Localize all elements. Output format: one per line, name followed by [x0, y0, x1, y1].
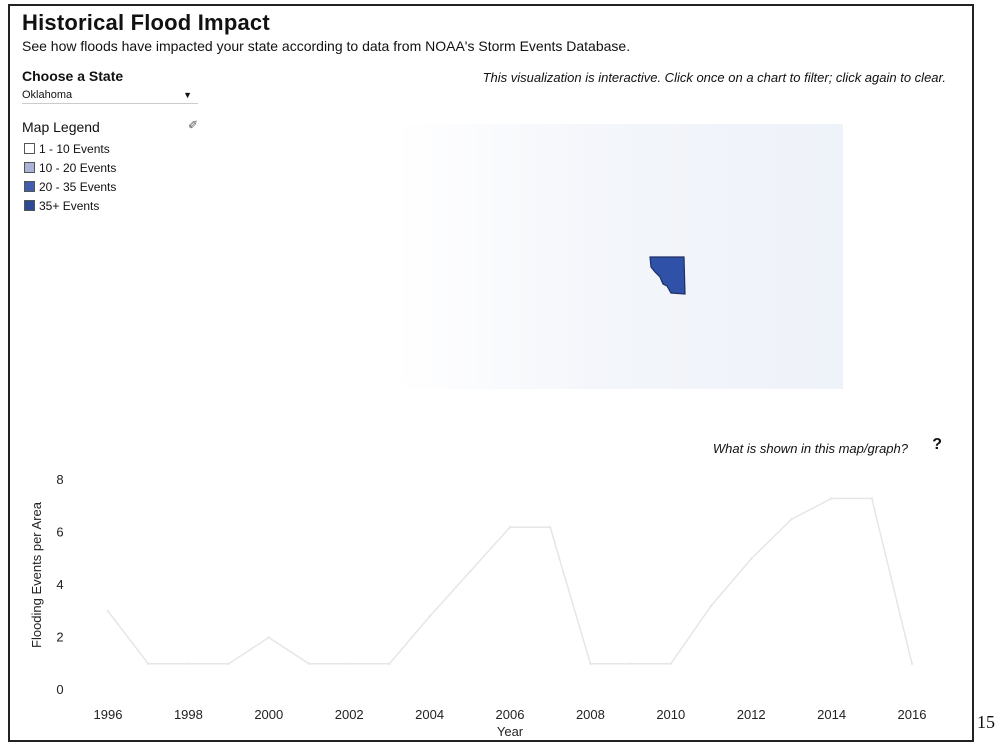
- data-point: [790, 518, 793, 521]
- legend-swatch: [24, 162, 35, 173]
- state-map[interactable]: [395, 124, 843, 389]
- data-point: [348, 662, 351, 665]
- legend-list: 1 - 10 Events 10 - 20 Events 20 - 35 Eve…: [24, 139, 116, 215]
- y-tick-label: 2: [56, 630, 63, 645]
- x-tick-label: 1996: [94, 707, 123, 722]
- data-point: [106, 610, 110, 613]
- data-point: [508, 526, 512, 529]
- legend-item: 1 - 10 Events: [24, 139, 116, 158]
- series-line: [107, 497, 913, 665]
- flood-events-chart[interactable]: 0 2 4 6 8 1996 1998 2000 2002 2004 2006 2008 2010 201…: [10, 6, 972, 740]
- legend-item: 20 - 35 Events: [24, 177, 116, 196]
- data-point: [629, 662, 632, 665]
- legend-swatch: [24, 181, 35, 192]
- legend-item: 35+ Events: [24, 196, 116, 215]
- x-tick-label: 2010: [656, 707, 685, 722]
- data-point: [147, 662, 150, 665]
- page-number: 15: [977, 712, 995, 732]
- data-point: [709, 604, 713, 608]
- data-point: [669, 662, 672, 665]
- y-axis-title: Flooding Events per Area: [29, 501, 44, 648]
- legend-swatch: [24, 200, 35, 211]
- data-point: [870, 497, 873, 500]
- data-point: [388, 662, 391, 665]
- data-point: [589, 662, 592, 665]
- chevron-down-icon[interactable]: ▼: [183, 90, 192, 100]
- map-svg: [649, 256, 686, 295]
- x-tick-label: 2000: [254, 707, 283, 722]
- y-tick-label: 4: [56, 577, 63, 592]
- data-point: [227, 662, 230, 665]
- interactive-note: This visualization is interactive. Click…: [482, 70, 946, 85]
- highlighted-county[interactable]: [649, 256, 686, 295]
- legend-item-label: 1 - 10 Events: [39, 141, 110, 156]
- x-tick-label: 2008: [576, 707, 605, 722]
- x-tick-label: 2004: [415, 707, 444, 722]
- page-subtitle: See how floods have impacted your state …: [22, 38, 631, 54]
- state-dropdown[interactable]: Oklahoma ▼: [22, 86, 198, 104]
- state-picker-label: Choose a State: [22, 68, 124, 84]
- x-axis-title: Year: [497, 724, 524, 739]
- data-point: [307, 662, 311, 665]
- data-point: [468, 570, 471, 574]
- x-tick-label: 1998: [174, 707, 203, 722]
- legend-swatch: [24, 143, 35, 154]
- help-icon[interactable]: ?: [932, 436, 942, 453]
- data-point: [187, 662, 190, 665]
- legend-item-label: 20 - 35 Events: [39, 179, 117, 194]
- legend-item-label: 10 - 20 Events: [39, 160, 117, 175]
- data-point: [750, 557, 753, 560]
- page-title: Historical Flood Impact: [22, 10, 270, 35]
- data-point: [549, 526, 552, 529]
- help-text: What is shown in this map/graph?: [712, 441, 908, 456]
- data-point: [428, 615, 431, 618]
- map-background: [395, 124, 843, 389]
- x-tick-label: 2006: [496, 707, 525, 722]
- pencil-icon[interactable]: ✐: [188, 118, 199, 132]
- data-point: [910, 662, 914, 665]
- data-point: [830, 497, 833, 500]
- dashboard-frame: Historical Flood Impact See how floods h…: [8, 4, 974, 742]
- legend-title: Map Legend: [22, 119, 100, 135]
- legend-item-label: 35+ Events: [39, 198, 100, 213]
- x-tick-label: 2012: [737, 707, 766, 722]
- x-tick-label: 2014: [817, 707, 846, 722]
- y-tick-label: 6: [56, 525, 63, 540]
- x-tick-label: 2016: [898, 707, 927, 722]
- data-point: [267, 636, 270, 639]
- legend-item: 10 - 20 Events: [24, 158, 116, 177]
- y-tick-label: 0: [56, 682, 63, 697]
- x-tick-label: 2002: [335, 707, 364, 722]
- state-dropdown-value: Oklahoma: [22, 89, 73, 101]
- y-tick-label: 8: [56, 472, 63, 487]
